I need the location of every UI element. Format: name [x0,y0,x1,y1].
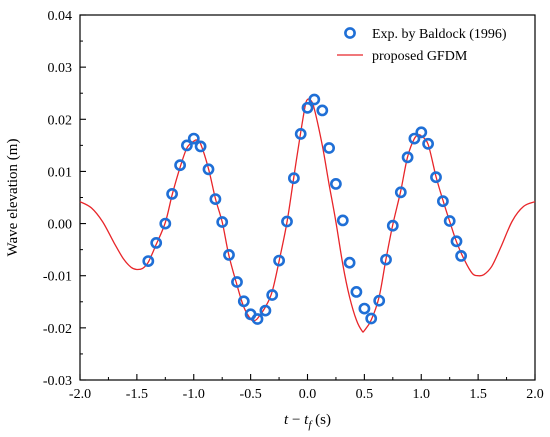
experiment-point [142,255,155,267]
experiment-point [329,177,342,190]
experiment-point [150,236,163,249]
experiment-point [422,137,434,150]
experiment-point [365,312,378,325]
experiment-point [180,139,193,152]
experiment-point [316,104,329,117]
experiment-point [259,304,272,317]
experiment-point [194,140,207,153]
experiment-point [401,151,414,164]
legend-label-gfdm: proposed GFDM [372,49,468,64]
experiment-point [209,193,222,205]
experiment-point [308,93,321,106]
experiment-point [216,216,229,228]
y-tick-label: 0.01 [48,165,73,180]
experiment-point [166,187,178,200]
y-tick-labels: -0.03 -0.02 -0.01 0.00 0.01 0.02 0.03 0.04 [43,9,72,389]
experiment-point [159,217,172,230]
gfdm-line [79,98,536,333]
x-tick-label: -2.0 [69,387,91,402]
legend: Exp. by Baldock (1996) proposed GFDM [337,27,507,64]
experiment-point [430,171,442,184]
experiment-point [273,254,285,267]
gfdm-line-series [79,98,536,333]
x-tick-label: -1.5 [126,387,148,402]
experiment-point [394,186,407,199]
experiment-point [350,285,363,298]
experiment-point [443,215,456,227]
experiment-point [450,235,463,248]
experiment-point [223,248,235,261]
experiment-point [323,142,335,154]
y-tick-label: 0.00 [48,218,73,233]
x-axis-title-var-t: t [284,412,289,428]
experiment-point [415,126,428,139]
x-axis-title-var-t2: t [304,412,309,428]
experiment-point [251,313,264,325]
experiment-point [343,256,356,269]
y-tick-label: 0.03 [48,61,73,76]
x-tick-label: 0.5 [356,387,374,402]
experiment-point [436,195,449,208]
experiment-point [386,219,399,232]
x-tick-label: -0.5 [240,387,262,402]
baldock-marker-series [142,93,467,325]
y-tick-label: 0.02 [48,113,73,128]
experiment-point [336,214,349,227]
x-tick-label: 0.0 [299,387,317,402]
legend-marker-icon [344,27,356,39]
x-axis-title-unit: (s) [311,412,331,428]
experiment-point [380,253,392,266]
experiment-point [174,159,186,172]
experiment-point [237,295,250,308]
experiment-point [373,294,386,307]
experiment-point [281,215,293,228]
x-axis-title-minus: − [288,412,304,428]
experiment-point [408,132,421,145]
y-tick-label: -0.01 [43,270,72,285]
x-tick-label: -1.0 [183,387,205,402]
legend-label-experiment: Exp. by Baldock (1996) [372,27,507,42]
x-tick-label: 2.0 [526,387,544,402]
x-tick-label: 1.5 [469,387,487,402]
experiment-point [187,132,200,145]
x-axis-title-subscript-f: f [308,419,313,431]
experiment-point [358,302,371,315]
experiment-point [455,249,467,262]
axis-ticks [79,14,536,381]
experiment-point [202,163,215,176]
y-axis-title: Wave elevation (m) [5,139,21,257]
experiment-point [287,172,300,185]
x-axis-title: t − tf (s) [284,412,331,431]
experiment-point [294,127,307,140]
experiment-point [301,101,314,114]
x-tick-labels: -2.0 -1.5 -1.0 -0.5 0.0 0.5 1.0 1.5 2.0 [69,387,544,402]
y-tick-label: -0.03 [43,374,72,389]
experiment-point [266,289,279,301]
plot-area [79,14,536,381]
x-tick-label: 1.0 [413,387,431,402]
y-tick-label: 0.04 [48,9,73,24]
experiment-point [231,276,243,288]
y-tick-label: -0.02 [43,322,72,337]
